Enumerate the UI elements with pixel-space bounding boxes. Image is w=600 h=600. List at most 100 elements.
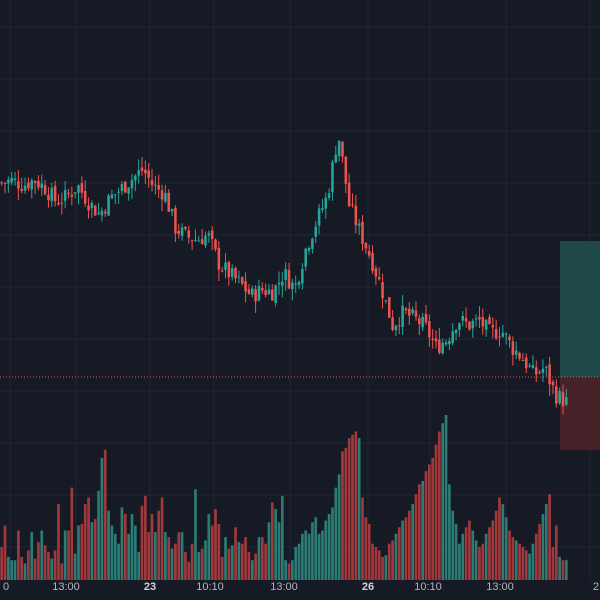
candle-body [3, 182, 7, 184]
candle-body [134, 175, 137, 181]
volume-bar [498, 497, 501, 580]
volume-bar [137, 551, 140, 580]
candle-body [384, 300, 388, 302]
candle-body [528, 365, 531, 367]
volume-bar [144, 495, 147, 580]
volume-bar [250, 560, 254, 580]
volume-bar [317, 533, 321, 580]
volume-bar [314, 517, 318, 580]
candle-body [541, 368, 545, 373]
candle-body [327, 193, 331, 198]
volume-bar [291, 560, 294, 580]
candle-body [381, 282, 384, 299]
volume-bar [23, 563, 27, 580]
volume-bar [107, 510, 110, 580]
candle-body [164, 192, 167, 202]
candle-body [274, 285, 277, 304]
volume-bar [421, 481, 424, 580]
candle-body [354, 205, 358, 226]
candle-body [147, 170, 150, 178]
volume-bar [448, 484, 451, 580]
candle-body [291, 282, 294, 290]
candle-body [174, 208, 177, 234]
candle-body [444, 342, 448, 345]
volume-bar [187, 561, 191, 580]
candle-body [97, 212, 100, 214]
volume-bar [431, 457, 435, 580]
volume-bar [548, 494, 551, 580]
candle-body [23, 185, 27, 191]
candle-body [545, 366, 548, 368]
volume-bar [564, 560, 568, 580]
candle-body [227, 262, 231, 278]
candle-body [114, 194, 117, 196]
candle-body [13, 178, 17, 180]
candle-body [521, 360, 525, 362]
candle-body [501, 332, 505, 337]
candle-body [10, 177, 13, 183]
volume-bar [200, 548, 204, 580]
volume-bar [237, 542, 241, 580]
volume-bar [37, 542, 40, 580]
candle-body [561, 392, 565, 407]
volume-bar [123, 514, 127, 580]
volume-bar [321, 530, 324, 580]
volume-bar [287, 563, 291, 580]
volume-bar [554, 525, 558, 580]
volume-bar [438, 431, 441, 580]
volume-bar [40, 530, 44, 580]
volume-bar [311, 522, 314, 580]
volume-bar [207, 514, 211, 580]
candle-body [404, 308, 408, 311]
candle-body [160, 190, 164, 200]
volume-bar [70, 487, 74, 580]
volume-bar [217, 523, 221, 580]
candle-body [150, 180, 154, 185]
volume-bar [93, 518, 97, 580]
volume-bar [103, 449, 107, 580]
profit-zone [560, 241, 600, 377]
volume-bar [47, 551, 50, 580]
candle-body [337, 140, 341, 157]
candle-body [364, 243, 368, 249]
candle-body [367, 250, 371, 256]
volume-bar [451, 510, 455, 580]
candle-body [351, 204, 354, 206]
volume-bar [50, 558, 54, 580]
candle-body [421, 316, 424, 328]
volume-bar [260, 537, 264, 580]
candle-body [220, 270, 224, 272]
candle-body [464, 318, 468, 322]
volume-bar [354, 431, 358, 580]
candle-body [254, 289, 257, 302]
volume-bar [424, 471, 428, 580]
candle-body [391, 317, 394, 331]
volume-bar [458, 543, 461, 580]
volume-bar [100, 457, 104, 580]
volume-bar [471, 530, 475, 580]
volume-bar [344, 448, 348, 580]
candle-body [411, 309, 414, 314]
candle-body [180, 227, 184, 236]
candle-body [504, 333, 508, 335]
volume-bar [167, 537, 171, 580]
candle-body [294, 283, 297, 285]
candle-body [498, 336, 501, 338]
candle-body [200, 239, 204, 245]
x-tick-label: 26 [362, 581, 374, 593]
volume-bar [67, 530, 70, 580]
volume-bar [301, 533, 304, 580]
volume-bar [544, 504, 548, 580]
volume-bar [407, 510, 411, 580]
volume-bar [97, 490, 100, 580]
candle-body [321, 208, 324, 210]
candle-body [43, 185, 47, 195]
candle-body [27, 182, 30, 189]
candle-body [428, 321, 431, 338]
volume-bar [531, 543, 535, 580]
volume-bar [384, 555, 388, 580]
volume-bar [277, 522, 281, 580]
candle-body [33, 181, 37, 184]
